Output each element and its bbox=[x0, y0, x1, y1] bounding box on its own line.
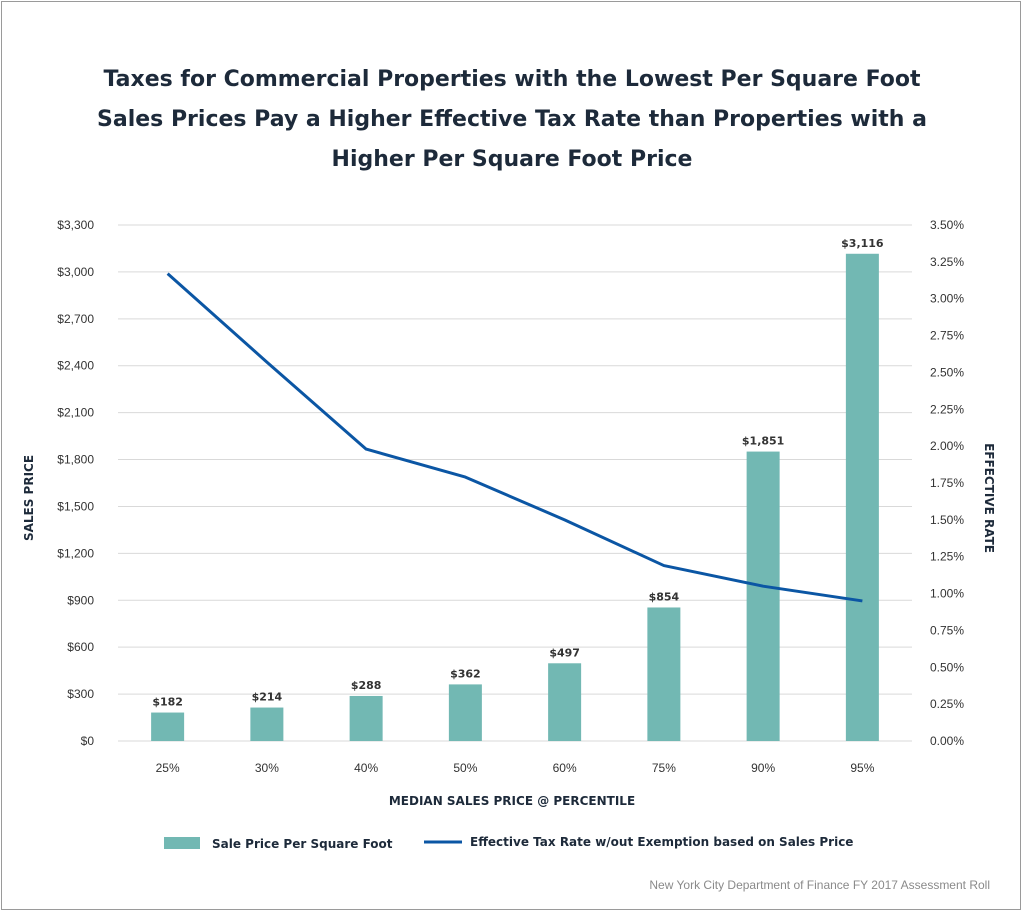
x-tick-label: 75% bbox=[652, 761, 676, 775]
y-tick-label: $3,300 bbox=[57, 218, 94, 232]
bar bbox=[250, 707, 284, 741]
y-tick-label: $2,700 bbox=[57, 312, 94, 326]
y2-tick-label: 3.00% bbox=[930, 292, 964, 306]
y2-tick-label: 2.25% bbox=[930, 402, 964, 416]
legend-label-bars: Sale Price Per Square Foot bbox=[212, 837, 393, 851]
y2-tick-label: 1.25% bbox=[930, 550, 964, 564]
x-axis-label: MEDIAN SALES PRICE @ PERCENTILE bbox=[389, 794, 635, 808]
x-tick-label: 25% bbox=[156, 761, 180, 775]
y-tick-label: $600 bbox=[67, 640, 94, 654]
bar bbox=[151, 712, 185, 741]
y2-tick-label: 0.75% bbox=[930, 623, 964, 637]
bar-data-label: $288 bbox=[351, 679, 382, 692]
y2-tick-label: 3.25% bbox=[930, 255, 964, 269]
bar-data-label: $182 bbox=[152, 696, 183, 709]
y2-tick-label: 1.75% bbox=[930, 476, 964, 490]
y-tick-label: $1,200 bbox=[57, 546, 94, 560]
y-tick-label: $0 bbox=[81, 734, 95, 748]
y2-tick-label: 1.00% bbox=[930, 587, 964, 601]
y2-axis-label: EFFECTIVE RATE bbox=[982, 443, 996, 553]
y2-tick-label: 2.50% bbox=[930, 365, 964, 379]
y-axis-label: SALES PRICE bbox=[22, 455, 36, 541]
source-note: New York City Department of Finance FY 2… bbox=[649, 878, 990, 892]
bar-data-label: $1,851 bbox=[742, 435, 784, 448]
bar-data-label: $362 bbox=[450, 667, 481, 680]
bar-data-label: $214 bbox=[252, 691, 283, 704]
bar bbox=[548, 663, 582, 741]
legend-swatch-bars bbox=[164, 837, 200, 849]
y2-tick-label: 2.00% bbox=[930, 439, 964, 453]
x-tick-label: 40% bbox=[354, 761, 378, 775]
y-tick-label: $2,100 bbox=[57, 406, 94, 420]
chart-title: Taxes for Commercial Properties with the… bbox=[97, 67, 927, 172]
y-tick-label: $300 bbox=[67, 687, 94, 701]
y-tick-label: $900 bbox=[67, 593, 94, 607]
bar bbox=[448, 684, 482, 741]
bar bbox=[845, 253, 879, 741]
y2-tick-label: 0.25% bbox=[930, 697, 964, 711]
effective-rate-line bbox=[166, 272, 863, 603]
bar bbox=[349, 695, 383, 741]
y2-tick-label: 0.50% bbox=[930, 660, 964, 674]
bar-data-label: $854 bbox=[649, 590, 680, 603]
y-tick-label: $2,400 bbox=[57, 359, 94, 373]
bar bbox=[647, 607, 681, 741]
y-tick-label: $1,800 bbox=[57, 453, 94, 467]
x-tick-label: 90% bbox=[751, 761, 775, 775]
y-tick-label: $3,000 bbox=[57, 265, 94, 279]
x-tick-label: 50% bbox=[453, 761, 477, 775]
x-tick-label: 30% bbox=[255, 761, 279, 775]
y2-tick-label: 3.50% bbox=[930, 218, 964, 232]
y2-tick-label: 2.75% bbox=[930, 329, 964, 343]
x-tick-label: 60% bbox=[553, 761, 577, 775]
bar bbox=[746, 451, 780, 741]
y2-tick-label: 0.00% bbox=[930, 734, 964, 748]
y-tick-label: $1,500 bbox=[57, 499, 94, 513]
bar-data-label: $497 bbox=[549, 646, 580, 659]
legend-label-line: Effective Tax Rate w/out Exemption based… bbox=[470, 835, 853, 849]
x-tick-label: 95% bbox=[850, 761, 874, 775]
bar-data-label: $3,116 bbox=[841, 237, 884, 250]
y2-tick-label: 1.50% bbox=[930, 513, 964, 527]
